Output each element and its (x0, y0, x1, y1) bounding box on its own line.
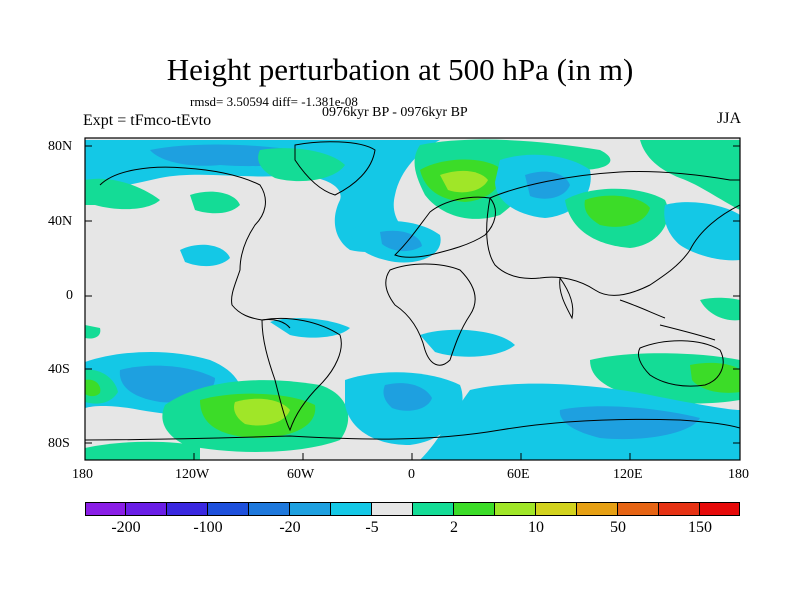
coast-maritime (619, 299, 716, 341)
colorbar-label: -5 (365, 519, 379, 536)
contour-tropics-blue2 (420, 329, 515, 357)
colorbar-swatch (249, 502, 290, 516)
x-tick-label: 120W (175, 467, 210, 482)
colorbar-swatch (495, 502, 536, 516)
colorbar-label: -20 (279, 519, 301, 536)
x-tick-label: 0 (408, 467, 415, 482)
coast-europe (394, 196, 496, 258)
contour-samerica-yellow (234, 398, 290, 426)
colorbar-label: -200 (111, 519, 141, 536)
coast-africa (385, 263, 476, 366)
colorbar-swatch (167, 502, 208, 516)
colorbar-swatch (208, 502, 249, 516)
coast-asia (486, 171, 740, 296)
contour-scandinavia-yellow (440, 170, 488, 193)
season-label: JJA (716, 110, 741, 127)
colorbar-swatch (700, 502, 740, 516)
colorbar-swatch (331, 502, 372, 516)
experiment-label: Expt = tFmco-tEvto (83, 112, 212, 129)
contour-fields (85, 139, 740, 460)
y-tick-label: 80S (48, 436, 70, 451)
contour-north-blue (85, 140, 440, 252)
coast-north-america (99, 166, 291, 329)
colorbar (85, 502, 740, 516)
colorbar-swatch (454, 502, 495, 516)
colorbar-label: 150 (688, 519, 712, 536)
y-tick-label: 80N (48, 139, 73, 154)
colorbar-swatch (577, 502, 618, 516)
coast-antarctica (85, 418, 740, 441)
x-tick-label: 180 (728, 467, 749, 482)
contour-greenland-green (258, 148, 345, 182)
contour-antarctic-green (85, 441, 200, 460)
figure-title: Height perturbation at 500 hPa (in m) (166, 52, 634, 87)
coast-greenland (294, 141, 376, 196)
y-tick-label: 40S (48, 362, 70, 377)
coast-south-america (261, 317, 342, 432)
coast-india (559, 276, 574, 320)
colorbar-swatch (126, 502, 167, 516)
contour-south-blue-e-dark (559, 406, 700, 440)
colorbar-swatch (372, 502, 413, 516)
colorbar-label: 2 (450, 519, 458, 536)
contour-namerica-green-e (190, 191, 240, 214)
y-tick-label: 0 (66, 288, 73, 303)
coast-australia (637, 340, 724, 387)
contour-tropics-blue (270, 318, 350, 338)
contour-tropics-green-w (85, 325, 101, 339)
colorbar-swatch (536, 502, 577, 516)
contour-arctic-green-east (640, 140, 740, 210)
colorbar-swatch (290, 502, 331, 516)
colorbar-swatch (618, 502, 659, 516)
colorbar-label: -100 (193, 519, 223, 536)
tick-marks (84, 145, 741, 460)
x-tick-label: 60W (287, 467, 315, 482)
contour-siberia-blue-dark (525, 171, 570, 199)
x-tick-label: 60E (507, 467, 530, 482)
contour-atlantic-blue-dark (383, 383, 432, 411)
contour-namerica-green-w (85, 178, 160, 210)
coastlines (85, 141, 740, 441)
colorbar-label: 50 (610, 519, 626, 536)
colorbar-swatch (659, 502, 700, 516)
rmsd-stats: rmsd= 3.50594 diff= -1.381e-08 (190, 94, 358, 109)
contour-asia-lightgreen (584, 195, 650, 227)
contour-south-lightgreen-w (85, 379, 101, 397)
x-tick-label: 180 (72, 467, 93, 482)
contour-westpac-blue (664, 202, 740, 261)
colorbar-swatch (413, 502, 454, 516)
x-tick-label: 120E (613, 467, 643, 482)
colorbar-label: 10 (528, 519, 544, 536)
y-tick-label: 40N (48, 214, 73, 229)
contour-npac-blue (180, 244, 230, 267)
colorbar-swatch (85, 502, 126, 516)
contour-tropics-green-e (700, 297, 740, 321)
figure-subtitle: 0976kyr BP - 0976kyr BP (322, 105, 468, 120)
